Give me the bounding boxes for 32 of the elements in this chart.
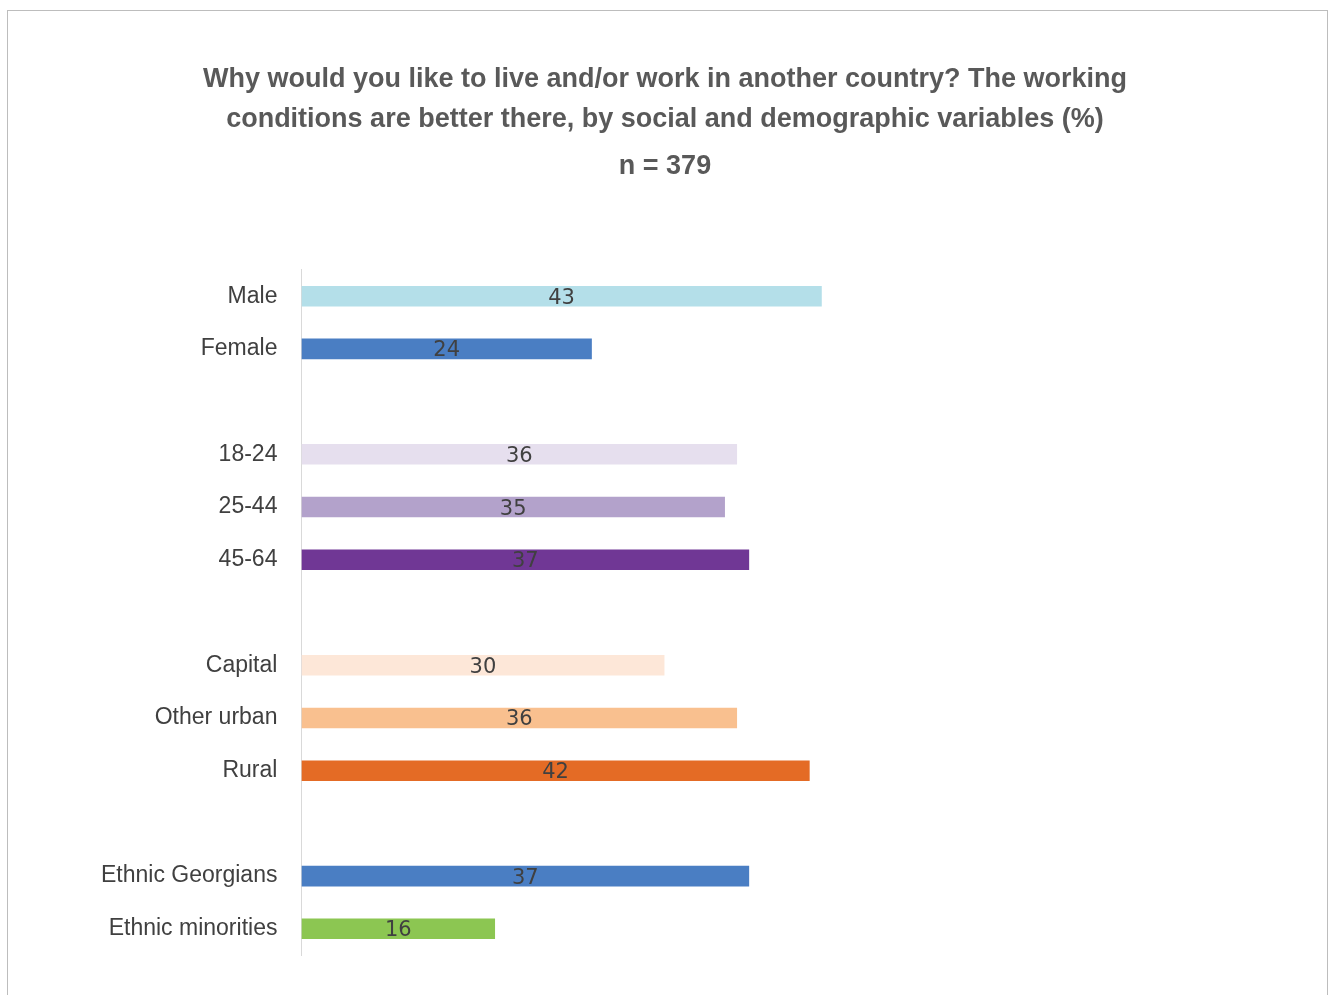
bar: [301, 496, 725, 518]
bar: [301, 707, 738, 729]
bar: [301, 865, 750, 887]
bar: [301, 285, 822, 307]
bar: [301, 918, 496, 940]
y-tick-label: Other urban: [154, 703, 278, 730]
chart-subtitle: n = 379: [617, 150, 713, 181]
y-tick-label: 45-64: [218, 545, 278, 572]
y-tick-label: Male: [227, 281, 278, 308]
data-label: 36: [505, 706, 533, 731]
data-label: 24: [433, 337, 461, 362]
chart-title: Why would you like to live and/or work in another country? The working conditions are better there, by social and demographic variables (%): [201, 62, 1129, 135]
data-label: 37: [511, 864, 539, 889]
data-label: 16: [384, 917, 412, 942]
y-tick-label: Ethnic Georgians: [100, 861, 278, 888]
data-label: 37: [511, 548, 539, 573]
y-tick-label: Ethnic minorities: [108, 914, 278, 941]
y-tick-label: 25-44: [218, 492, 278, 519]
data-label: 43: [548, 284, 575, 309]
y-tick-label: Female: [200, 334, 278, 361]
data-label: 42: [542, 759, 569, 784]
y-tick-label: Capital: [205, 650, 278, 677]
y-tick-label: Rural: [222, 756, 278, 783]
bar: [301, 444, 738, 465]
bar: [301, 549, 750, 571]
bar: [301, 760, 810, 781]
bar: [301, 338, 592, 360]
y-tick-label: 18-24: [218, 439, 278, 466]
bar: [301, 654, 665, 676]
data-label: 30: [469, 653, 497, 678]
data-label: 35: [499, 495, 527, 520]
data-label: 36: [505, 442, 533, 467]
